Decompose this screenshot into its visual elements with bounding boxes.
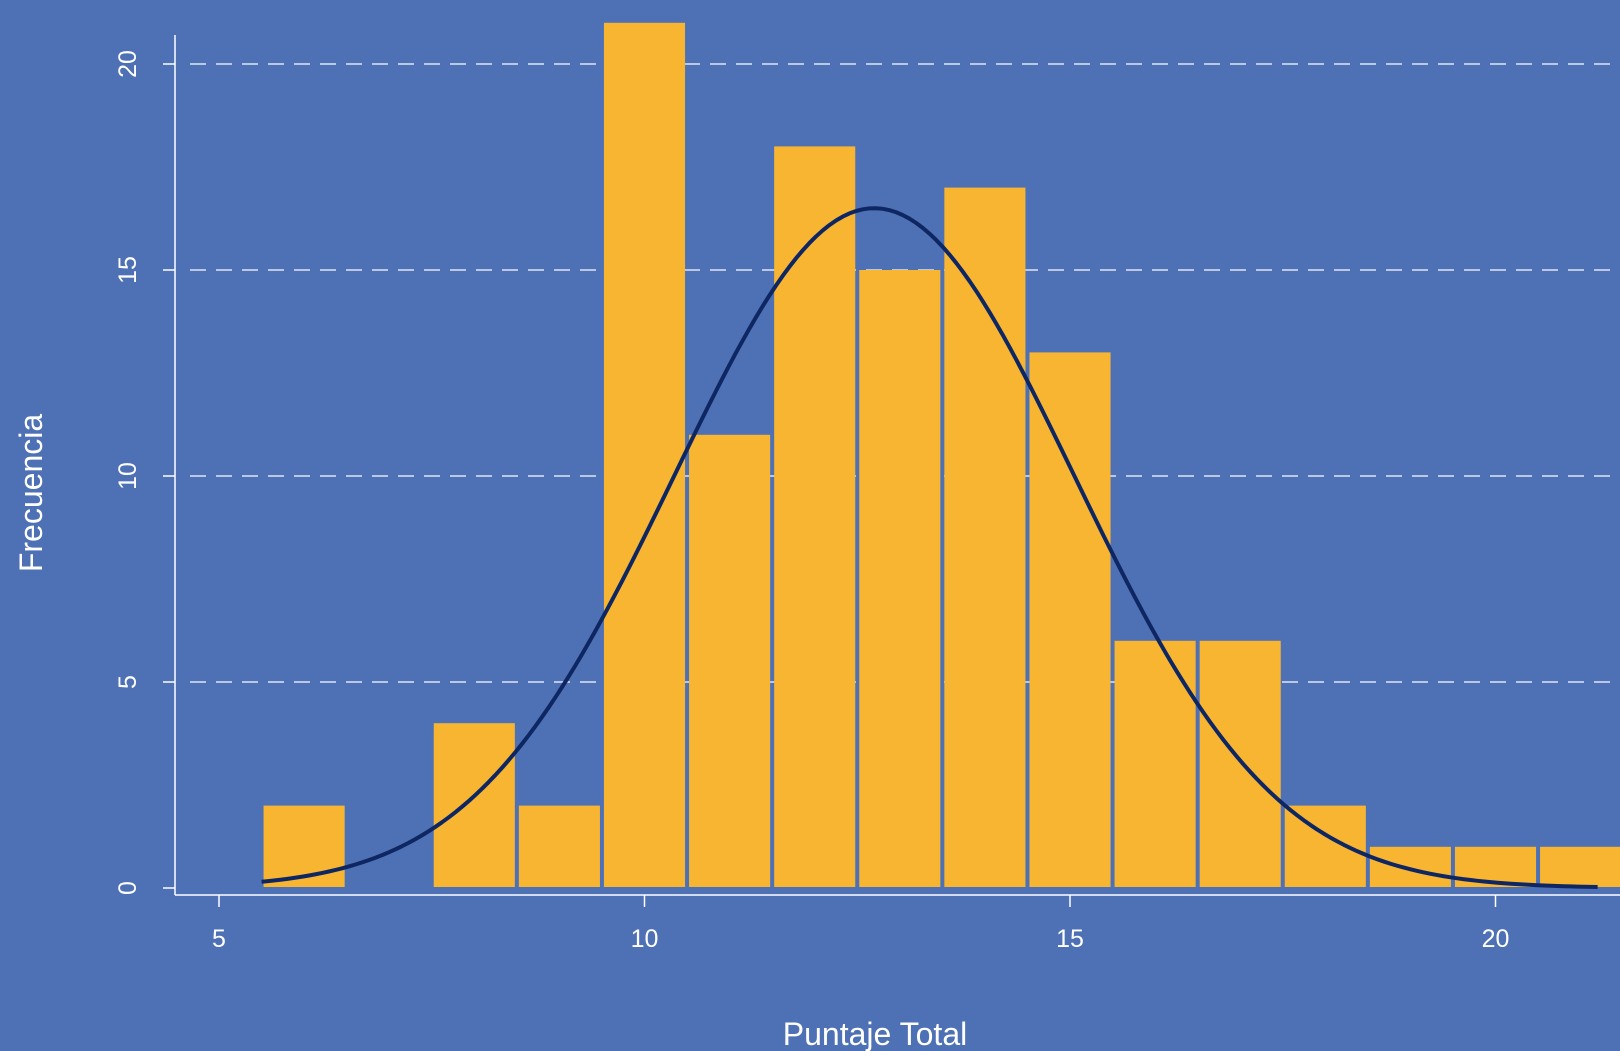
- bar-16: [1114, 640, 1196, 887]
- density-curve: [261, 206, 1598, 890]
- bar-13: [859, 270, 941, 887]
- y-tick-label-15: 15: [114, 256, 142, 284]
- bar-21: [1540, 846, 1620, 887]
- y-tick-label-20: 20: [114, 50, 142, 78]
- bar-6: [263, 805, 345, 887]
- bar-15: [1029, 352, 1111, 887]
- axes: 0 5 10 15 20 5 10 15 20: [114, 35, 1620, 953]
- bar-17: [1199, 640, 1281, 887]
- bar-10: [603, 22, 686, 888]
- density-curve-layer: [261, 206, 1598, 890]
- bar-19: [1369, 846, 1451, 887]
- x-tick-label-20: 20: [1482, 925, 1510, 953]
- histogram-bars: [263, 22, 1620, 888]
- y-tick-label-5: 5: [114, 675, 142, 689]
- bar-14: [944, 187, 1026, 888]
- bar-12: [774, 146, 856, 887]
- y-tick-label-0: 0: [114, 881, 142, 895]
- bar-11: [689, 434, 771, 887]
- y-axis-title: Frecuencia: [13, 414, 49, 573]
- bar-18: [1284, 805, 1366, 887]
- x-tick-label-15: 15: [1056, 925, 1084, 953]
- y-tick-label-10: 10: [114, 462, 142, 490]
- x-tick-label-5: 5: [212, 925, 226, 953]
- bar-8: [433, 723, 515, 887]
- x-tick-label-10: 10: [631, 925, 659, 953]
- bar-9: [518, 805, 600, 887]
- x-axis-title: Puntaje Total: [783, 1016, 967, 1051]
